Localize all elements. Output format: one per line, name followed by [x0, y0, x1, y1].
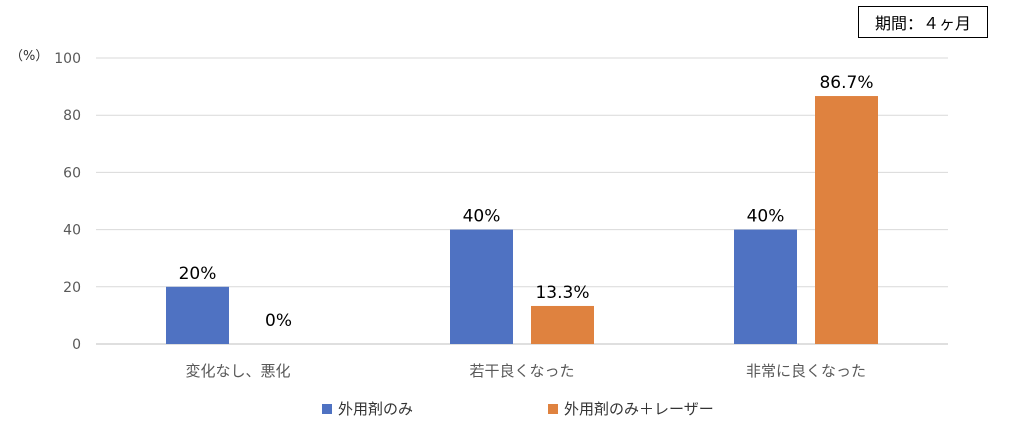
- gridlines: [96, 57, 948, 345]
- x-category-label: 若干良くなった: [469, 362, 574, 380]
- bar-series-2: [531, 305, 594, 344]
- bar-series-2: [815, 96, 878, 345]
- legend-label-series-1: 外用剤のみ: [338, 400, 414, 418]
- legend-label-series-2: 外用剤のみ＋レーザー: [564, 400, 714, 418]
- y-tick-label: 60: [63, 165, 81, 181]
- bars: [166, 96, 878, 345]
- data-label: 20%: [179, 264, 217, 284]
- y-tick-label: 80: [63, 108, 81, 124]
- data-label: 40%: [747, 207, 785, 227]
- legend-item-series-1: 外用剤のみ: [322, 398, 413, 419]
- bar-series-1: [734, 229, 797, 344]
- bar-series-1: [450, 229, 513, 344]
- y-axis-unit-label: （%）: [10, 49, 48, 64]
- bar-series-1: [166, 286, 229, 344]
- x-category-label: 非常に良くなった: [746, 362, 866, 380]
- data-label: 40%: [463, 207, 501, 227]
- y-tick-label: 20: [63, 280, 81, 296]
- legend-item-series-2: 外用剤のみ＋レーザー: [548, 398, 714, 419]
- legend-swatch-series-1: [322, 403, 332, 414]
- y-tick-label: 40: [63, 223, 81, 239]
- legend: 外用剤のみ 外用剤のみ＋レーザー: [0, 398, 1024, 422]
- period-box: 期間：４ヶ月: [858, 6, 988, 38]
- chart-labels: 0 20 40 60 80 100 20% 0% 変化なし、悪化 40% 13.3% 若干良くなった 4…: [54, 51, 873, 380]
- x-category-label: 変化なし、悪化: [185, 362, 290, 380]
- data-label: 86.7%: [819, 73, 873, 93]
- data-label: 0%: [265, 311, 292, 331]
- y-tick-label: 100: [54, 51, 81, 67]
- legend-swatch-series-2: [548, 403, 558, 414]
- period-label: 期間：４ヶ月: [874, 14, 971, 33]
- y-tick-label: 0: [72, 337, 81, 353]
- data-label: 13.3%: [535, 283, 589, 303]
